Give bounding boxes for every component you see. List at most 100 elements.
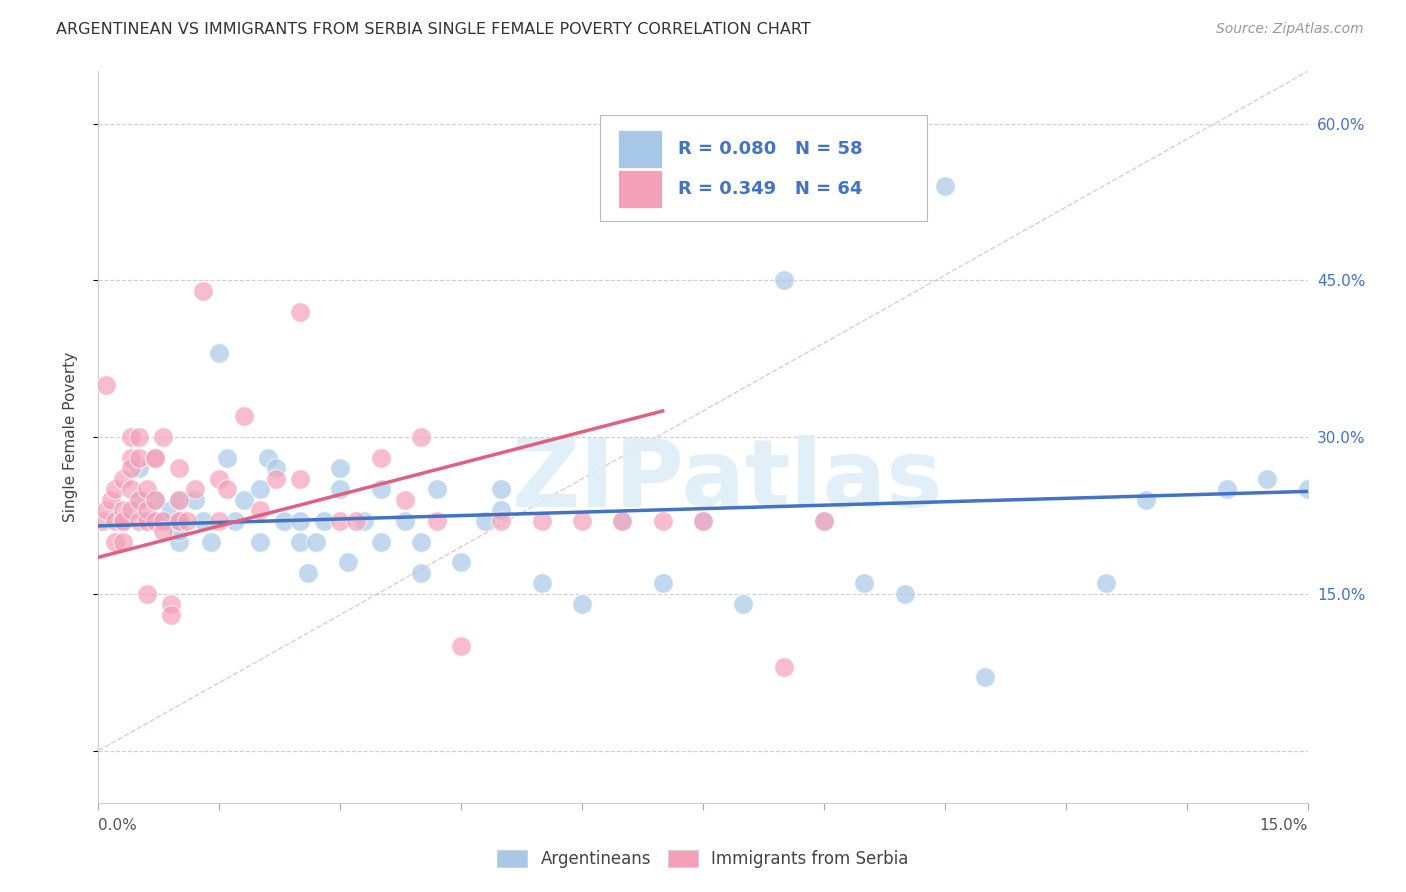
- Point: [273, 514, 295, 528]
- Point: [370, 534, 392, 549]
- Point: [128, 492, 150, 507]
- Point: [120, 430, 142, 444]
- Point: [530, 514, 553, 528]
- Point: [612, 514, 634, 528]
- Point: [224, 514, 246, 528]
- Point: [491, 514, 513, 528]
- Point: [329, 461, 352, 475]
- Text: 15.0%: 15.0%: [1260, 819, 1308, 833]
- Point: [208, 514, 231, 528]
- Point: [143, 492, 166, 507]
- Point: [329, 483, 352, 497]
- Point: [288, 304, 311, 318]
- Point: [143, 450, 166, 465]
- Point: [152, 524, 174, 538]
- Point: [314, 514, 336, 528]
- Point: [426, 514, 449, 528]
- Point: [491, 503, 513, 517]
- Point: [135, 514, 157, 528]
- Point: [297, 566, 319, 580]
- Point: [1095, 576, 1118, 591]
- Point: [337, 556, 360, 570]
- Point: [111, 472, 134, 486]
- Point: [329, 514, 352, 528]
- Point: [184, 492, 207, 507]
- Point: [1135, 492, 1157, 507]
- FancyBboxPatch shape: [600, 115, 927, 221]
- Point: [232, 492, 254, 507]
- Point: [217, 450, 239, 465]
- Point: [143, 514, 166, 528]
- Point: [160, 597, 183, 611]
- Point: [394, 514, 416, 528]
- Text: Source: ZipAtlas.com: Source: ZipAtlas.com: [1216, 22, 1364, 37]
- Point: [111, 534, 134, 549]
- Point: [651, 576, 673, 591]
- Point: [217, 483, 239, 497]
- Point: [120, 450, 142, 465]
- Point: [193, 284, 215, 298]
- Point: [571, 597, 593, 611]
- Point: [128, 492, 150, 507]
- Legend: Argentineans, Immigrants from Serbia: Argentineans, Immigrants from Serbia: [491, 843, 915, 875]
- Point: [772, 660, 794, 674]
- Point: [184, 483, 207, 497]
- Point: [135, 483, 157, 497]
- Point: [96, 503, 118, 517]
- Point: [256, 450, 278, 465]
- Point: [143, 450, 166, 465]
- Point: [571, 514, 593, 528]
- Point: [193, 514, 215, 528]
- Point: [692, 514, 714, 528]
- Point: [426, 483, 449, 497]
- Point: [143, 492, 166, 507]
- Text: 0.0%: 0.0%: [98, 819, 138, 833]
- Point: [474, 514, 496, 528]
- Point: [128, 461, 150, 475]
- Point: [409, 566, 432, 580]
- Point: [853, 576, 876, 591]
- Point: [167, 514, 190, 528]
- Point: [128, 430, 150, 444]
- Point: [100, 492, 122, 507]
- Point: [409, 534, 432, 549]
- Y-axis label: Single Female Poverty: Single Female Poverty: [63, 352, 77, 522]
- Point: [612, 514, 634, 528]
- Point: [135, 514, 157, 528]
- Point: [120, 503, 142, 517]
- Point: [249, 534, 271, 549]
- Point: [128, 450, 150, 465]
- Point: [733, 597, 755, 611]
- Text: ARGENTINEAN VS IMMIGRANTS FROM SERBIA SINGLE FEMALE POVERTY CORRELATION CHART: ARGENTINEAN VS IMMIGRANTS FROM SERBIA SI…: [56, 22, 811, 37]
- Point: [264, 472, 287, 486]
- Text: R = 0.349   N = 64: R = 0.349 N = 64: [678, 180, 862, 198]
- Point: [491, 483, 513, 497]
- Point: [288, 534, 311, 549]
- Point: [103, 483, 125, 497]
- Point: [651, 514, 673, 528]
- Point: [200, 534, 222, 549]
- Point: [370, 483, 392, 497]
- Point: [135, 503, 157, 517]
- Point: [409, 430, 432, 444]
- Point: [167, 492, 190, 507]
- Point: [111, 514, 134, 528]
- Point: [152, 514, 174, 528]
- Point: [893, 587, 915, 601]
- Point: [288, 514, 311, 528]
- Point: [249, 503, 271, 517]
- Point: [103, 534, 125, 549]
- Point: [370, 450, 392, 465]
- FancyBboxPatch shape: [619, 130, 662, 168]
- Point: [288, 472, 311, 486]
- Text: ZIPatlas: ZIPatlas: [512, 435, 943, 527]
- Point: [120, 461, 142, 475]
- Point: [120, 483, 142, 497]
- Point: [152, 430, 174, 444]
- Point: [96, 377, 118, 392]
- Point: [167, 524, 190, 538]
- Point: [450, 639, 472, 653]
- Point: [208, 472, 231, 486]
- Point: [91, 514, 114, 528]
- Point: [160, 607, 183, 622]
